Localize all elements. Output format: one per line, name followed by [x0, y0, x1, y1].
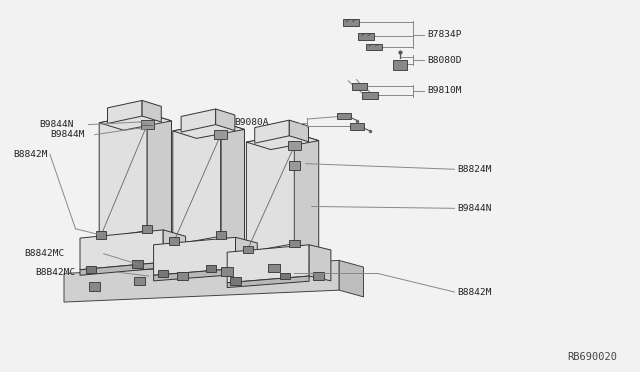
- Polygon shape: [246, 133, 294, 252]
- Text: RB690020: RB690020: [568, 352, 618, 362]
- FancyBboxPatch shape: [280, 273, 290, 279]
- FancyBboxPatch shape: [86, 266, 96, 273]
- Text: B8842MC: B8842MC: [24, 249, 65, 258]
- Polygon shape: [80, 262, 163, 275]
- FancyBboxPatch shape: [221, 267, 233, 276]
- FancyBboxPatch shape: [352, 83, 367, 90]
- FancyBboxPatch shape: [268, 264, 280, 272]
- Text: B9844M: B9844M: [50, 130, 84, 139]
- FancyBboxPatch shape: [362, 92, 378, 99]
- Polygon shape: [154, 269, 236, 281]
- Text: B9810M: B9810M: [427, 86, 461, 95]
- FancyBboxPatch shape: [343, 19, 359, 26]
- Polygon shape: [99, 113, 147, 238]
- FancyBboxPatch shape: [141, 120, 154, 129]
- FancyBboxPatch shape: [350, 123, 364, 130]
- FancyBboxPatch shape: [206, 265, 216, 272]
- Text: B9844N: B9844N: [40, 120, 74, 129]
- Polygon shape: [181, 109, 216, 132]
- FancyBboxPatch shape: [313, 272, 324, 280]
- FancyBboxPatch shape: [134, 277, 145, 285]
- FancyBboxPatch shape: [289, 161, 300, 170]
- Polygon shape: [236, 237, 257, 273]
- FancyBboxPatch shape: [337, 113, 351, 119]
- FancyBboxPatch shape: [358, 33, 374, 40]
- Polygon shape: [142, 100, 161, 122]
- FancyBboxPatch shape: [230, 277, 241, 285]
- FancyBboxPatch shape: [132, 260, 143, 268]
- Polygon shape: [294, 133, 319, 250]
- Polygon shape: [163, 230, 186, 268]
- FancyBboxPatch shape: [177, 272, 188, 280]
- Polygon shape: [309, 245, 331, 281]
- Text: B9080A: B9080A: [234, 118, 269, 127]
- Polygon shape: [289, 120, 308, 142]
- FancyBboxPatch shape: [288, 141, 301, 150]
- FancyBboxPatch shape: [89, 282, 100, 291]
- FancyBboxPatch shape: [169, 237, 179, 245]
- FancyBboxPatch shape: [216, 231, 226, 239]
- Polygon shape: [80, 230, 163, 270]
- Polygon shape: [227, 276, 309, 288]
- Text: B8824M: B8824M: [457, 165, 492, 174]
- Polygon shape: [147, 113, 172, 237]
- FancyBboxPatch shape: [142, 225, 152, 232]
- Polygon shape: [64, 260, 339, 302]
- Text: B9844N: B9844N: [457, 204, 492, 213]
- Polygon shape: [154, 237, 236, 275]
- FancyBboxPatch shape: [214, 130, 227, 140]
- Text: B8B42MC: B8B42MC: [35, 268, 76, 277]
- Text: B8080D: B8080D: [427, 56, 461, 65]
- Polygon shape: [221, 122, 244, 243]
- FancyBboxPatch shape: [289, 240, 300, 247]
- FancyBboxPatch shape: [243, 246, 253, 253]
- FancyBboxPatch shape: [366, 44, 381, 50]
- FancyBboxPatch shape: [393, 61, 407, 70]
- Polygon shape: [246, 133, 319, 150]
- Polygon shape: [108, 100, 142, 124]
- Polygon shape: [173, 122, 244, 138]
- Polygon shape: [216, 109, 235, 131]
- FancyBboxPatch shape: [96, 231, 106, 239]
- Text: B7834P: B7834P: [427, 30, 461, 39]
- Polygon shape: [255, 120, 289, 143]
- Polygon shape: [173, 122, 221, 245]
- Polygon shape: [339, 260, 364, 297]
- Text: B8842M: B8842M: [13, 150, 47, 159]
- Polygon shape: [227, 245, 309, 283]
- Polygon shape: [99, 113, 172, 130]
- FancyBboxPatch shape: [158, 270, 168, 277]
- Text: B8842M: B8842M: [457, 288, 492, 296]
